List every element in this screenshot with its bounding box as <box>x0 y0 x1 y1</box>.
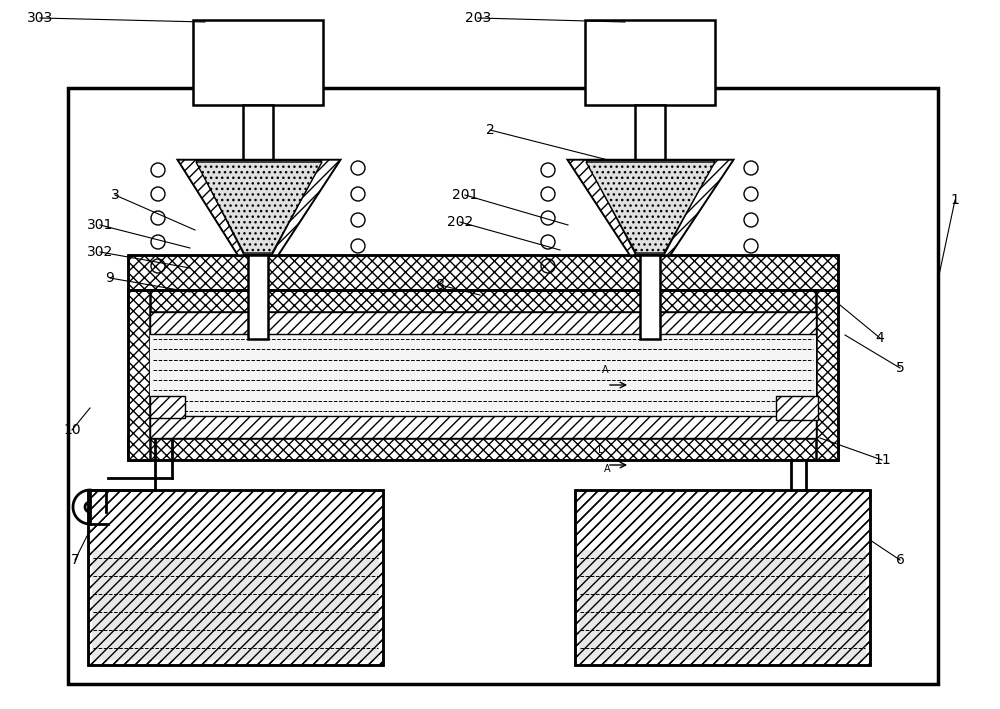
Text: 2: 2 <box>486 123 494 137</box>
Text: 11: 11 <box>873 453 891 467</box>
Bar <box>640 255 660 339</box>
Polygon shape <box>568 160 733 255</box>
Polygon shape <box>272 160 340 255</box>
Text: 6: 6 <box>896 553 904 567</box>
Bar <box>128 255 838 290</box>
Bar <box>128 290 838 312</box>
Bar <box>150 312 816 334</box>
Text: 1: 1 <box>951 193 959 207</box>
Text: 3: 3 <box>111 188 119 202</box>
Polygon shape <box>664 160 733 255</box>
Bar <box>128 438 838 460</box>
Bar <box>150 334 816 416</box>
Text: 203: 203 <box>465 11 491 25</box>
Text: 9: 9 <box>106 271 114 285</box>
Text: 302: 302 <box>87 245 113 259</box>
Text: 201: 201 <box>452 188 478 202</box>
Text: 202: 202 <box>447 215 473 229</box>
Bar <box>88 490 383 665</box>
Bar <box>88 490 383 665</box>
Text: L: L <box>598 445 604 455</box>
Bar <box>816 290 838 460</box>
Bar <box>579 550 866 660</box>
Bar <box>128 290 838 460</box>
Bar <box>92 550 379 660</box>
Text: 4: 4 <box>876 331 884 345</box>
Polygon shape <box>178 160 244 255</box>
Text: A: A <box>602 365 608 375</box>
Text: 8: 8 <box>436 278 444 292</box>
Text: 301: 301 <box>87 218 113 232</box>
Text: 303: 303 <box>27 11 53 25</box>
Bar <box>150 416 816 438</box>
Bar <box>128 255 838 290</box>
Text: A: A <box>604 464 610 474</box>
Bar <box>575 490 870 665</box>
Bar <box>243 105 273 160</box>
Bar <box>193 20 323 105</box>
Polygon shape <box>586 162 715 253</box>
Text: 7: 7 <box>71 553 79 567</box>
Polygon shape <box>178 160 340 255</box>
Polygon shape <box>196 162 322 253</box>
Bar <box>128 290 150 460</box>
Text: 5: 5 <box>896 361 904 375</box>
Polygon shape <box>568 160 636 255</box>
Bar <box>150 396 185 418</box>
Bar <box>776 396 818 420</box>
Text: 10: 10 <box>63 423 81 437</box>
Bar <box>575 490 870 665</box>
Bar <box>248 255 268 339</box>
Bar <box>585 20 715 105</box>
Bar <box>68 88 938 684</box>
Bar <box>635 105 665 160</box>
